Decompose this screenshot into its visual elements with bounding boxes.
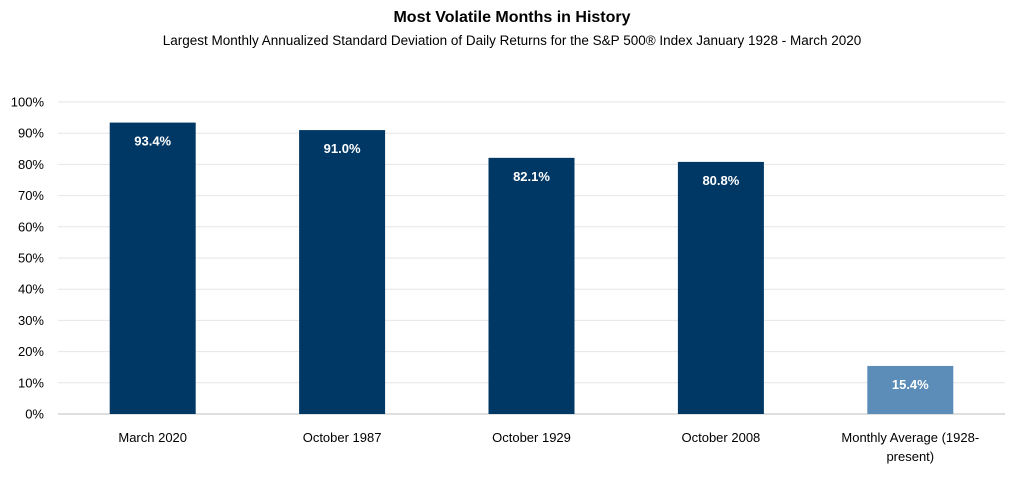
data-label: 91.0%: [324, 141, 361, 156]
y-tick-label: 20%: [18, 344, 44, 359]
y-axis: 0% 10% 20% 30% 40% 50% 60% 70% 80% 90% 100%: [11, 95, 45, 422]
y-tick-label: 90%: [18, 126, 44, 141]
data-label: 80.8%: [702, 173, 739, 188]
x-tick-label: October 1929: [492, 430, 571, 445]
bar: [677, 161, 764, 414]
chart-subtitle: Largest Monthly Annualized Standard Devi…: [162, 33, 862, 48]
y-tick-label: 60%: [18, 219, 44, 234]
data-label: 93.4%: [134, 134, 171, 149]
data-label: 15.4%: [892, 377, 929, 392]
x-tick-label: Monthly Average (1928-: [841, 430, 979, 445]
bar: [867, 365, 954, 414]
bars: 93.4% 91.0% 82.1% 80.8% 15.4%: [109, 122, 954, 414]
data-label: 82.1%: [513, 169, 550, 184]
gridlines: [58, 101, 1005, 415]
chart-title: Most Volatile Months in History: [393, 9, 631, 26]
bar: [299, 130, 386, 414]
y-tick-label: 80%: [18, 157, 44, 172]
x-axis: March 2020 October 1987 October 1929 Octobe…: [118, 430, 979, 464]
x-tick-label: March 2020: [118, 430, 187, 445]
x-tick-label: October 1987: [303, 430, 382, 445]
y-tick-label: 30%: [18, 313, 44, 328]
bar: [488, 157, 575, 414]
y-tick-label: 40%: [18, 282, 44, 297]
x-tick-label: October 2008: [682, 430, 761, 445]
y-tick-label: 50%: [18, 251, 44, 266]
y-tick-label: 70%: [18, 188, 44, 203]
y-tick-label: 10%: [18, 375, 44, 390]
y-tick-label: 0%: [25, 407, 44, 422]
x-tick-label: present): [886, 449, 934, 464]
y-tick-label: 100%: [11, 95, 45, 110]
bar: [109, 122, 196, 414]
